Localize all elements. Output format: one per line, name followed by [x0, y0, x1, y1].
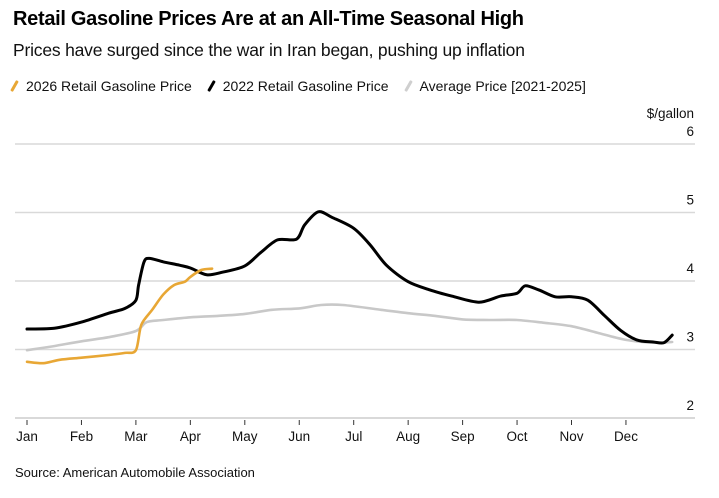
legend-item-average: Average Price [2021-2025] — [403, 78, 586, 94]
series-line-average — [25, 303, 674, 352]
y-tick-label: 5 — [686, 193, 694, 208]
series-line-2022 — [25, 210, 674, 345]
gridlines — [15, 143, 695, 419]
x-tick-label: Mar — [124, 429, 148, 444]
y-tick-label: 2 — [686, 398, 694, 413]
source-note: Source: American Automobile Association — [15, 465, 255, 480]
y-tick-label: 4 — [686, 261, 694, 276]
legend-label-average: Average Price [2021-2025] — [419, 78, 586, 94]
x-tick-label: May — [232, 429, 258, 444]
x-tick-label: Jun — [288, 429, 310, 444]
y-tick-label: 3 — [686, 330, 694, 345]
legend-label-2022: 2022 Retail Gasoline Price — [222, 78, 389, 94]
series-line-2026 — [25, 267, 214, 365]
x-tick-label: Jan — [16, 429, 38, 444]
y-axis-label: $/gallon — [647, 106, 694, 121]
chart-subtitle: Prices have surged since the war in Iran… — [13, 40, 525, 60]
x-tick-label: Feb — [70, 429, 93, 444]
x-tick-label: Jul — [345, 429, 362, 444]
y-tick-label: 6 — [686, 124, 694, 139]
x-tick-label: Dec — [614, 429, 638, 444]
x-axis: Jan Feb Mar Apr May Jun Jul Aug Sep Oct Nov Dec — [16, 420, 638, 444]
legend: 2026 Retail Gasoline Price 2022 Retail G… — [10, 78, 604, 94]
legend-item-2022: 2022 Retail Gasoline Price — [206, 78, 389, 94]
series-lines — [25, 210, 674, 365]
chart-title: Retail Gasoline Prices Are at an All-Tim… — [13, 8, 524, 30]
x-tick-label: Aug — [396, 429, 420, 444]
x-tick-label: Apr — [180, 429, 202, 444]
x-tick-label: Oct — [507, 429, 528, 444]
legend-label-2026: 2026 Retail Gasoline Price — [26, 78, 192, 94]
x-tick-label: Nov — [559, 429, 583, 444]
x-tick-label: Sep — [451, 429, 475, 444]
legend-item-2026: 2026 Retail Gasoline Price — [10, 78, 192, 94]
y-axis: $/gallon 2 3 4 5 6 — [647, 106, 695, 413]
